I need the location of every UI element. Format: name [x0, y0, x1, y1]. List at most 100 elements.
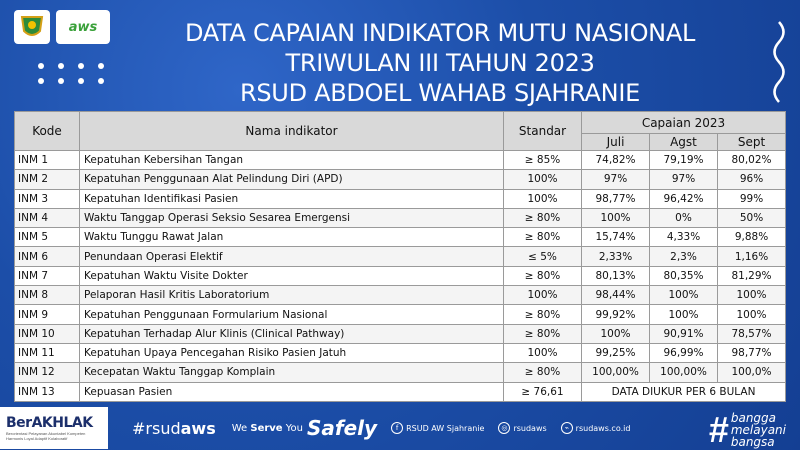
- table-row: INM 5 Waktu Tunggu Rawat Jalan ≥ 80% 15,…: [14, 227, 787, 248]
- table-row: INM 8 Pelaporan Hasil Kritis Laboratoriu…: [14, 285, 787, 306]
- logo-group: aws: [14, 10, 110, 44]
- cell-sept: 78,57%: [716, 323, 787, 344]
- cell-standar: 100%: [503, 188, 582, 209]
- cell-nama: Kepatuhan Penggunaan Alat Pelindung Diri…: [79, 169, 504, 190]
- cell-agst: 4,33%: [649, 227, 718, 248]
- title-line-1: DATA CAPAIAN INDIKATOR MUTU NASIONAL: [184, 19, 696, 47]
- header-capaian: Capaian 2023: [580, 111, 787, 134]
- cell-nama: Penundaan Operasi Elektif: [79, 246, 504, 267]
- cell-agst: 90,91%: [649, 323, 718, 344]
- cell-kode: INM 8: [14, 285, 80, 306]
- cell-standar: ≥ 80%: [503, 227, 582, 248]
- cell-kode: INM 12: [14, 362, 80, 383]
- cell-note: DATA DIUKUR PER 6 BULAN: [580, 381, 787, 402]
- cell-kode: INM 7: [14, 265, 80, 287]
- berakhlak-brand: BerAKHLAK: [6, 415, 93, 431]
- cell-juli: 99,92%: [581, 304, 650, 325]
- table-row: INM 7 Kepatuhan Waktu Visite Dokter ≥ 80…: [14, 265, 787, 287]
- cell-agst: 80,35%: [649, 265, 718, 287]
- melayani-word: melayani: [730, 423, 786, 437]
- table-row: INM 4 Waktu Tanggap Operasi Seksio Sesar…: [14, 207, 787, 229]
- cell-kode: INM 13: [14, 381, 80, 402]
- cell-kode: INM 9: [14, 304, 80, 325]
- table-row: INM 10 Kepatuhan Terhadap Alur Klinis (C…: [14, 323, 787, 344]
- header-agst: Agst: [649, 133, 718, 151]
- cell-nama: Kecepatan Waktu Tanggap Komplain: [79, 362, 504, 383]
- cell-agst: 100,00%: [649, 362, 718, 383]
- cell-agst: 96,42%: [649, 188, 718, 209]
- cell-kode: INM 2: [14, 169, 80, 190]
- cell-sept: 98,77%: [716, 342, 787, 364]
- header-standar: Standar: [503, 111, 582, 151]
- hashtag-rsudaws: #rsudaws: [132, 418, 216, 438]
- instagram-handle: ◎ rsudaws: [498, 422, 547, 434]
- globe-icon: ⌁: [560, 422, 573, 434]
- cell-standar: 100%: [503, 342, 582, 364]
- decorative-wave-icon: [773, 21, 785, 103]
- cell-standar: 100%: [503, 285, 582, 306]
- cell-juli: 100,00%: [581, 362, 650, 383]
- safely-wordmark: Safely: [307, 416, 378, 440]
- cell-standar: ≥ 80%: [503, 207, 582, 229]
- cell-juli: 74,82%: [581, 149, 650, 171]
- cell-juli: 15,74%: [581, 227, 650, 248]
- table-row: INM 9 Kepatuhan Penggunaan Formularium N…: [14, 304, 787, 325]
- cell-nama: Kepatuhan Waktu Visite Dokter: [79, 265, 504, 287]
- page-title: DATA CAPAIAN INDIKATOR MUTU NASIONAL TRI…: [0, 18, 800, 108]
- header-nama: Nama indikator: [79, 111, 504, 151]
- facebook-icon: f: [391, 422, 404, 434]
- header-sept: Sept: [716, 133, 787, 151]
- cell-juli: 98,77%: [581, 188, 650, 209]
- cell-standar: ≥ 80%: [503, 323, 582, 344]
- table-row: INM 12 Kecepatan Waktu Tanggap Komplain …: [14, 362, 787, 383]
- cell-standar: ≥ 80%: [503, 304, 582, 325]
- cell-kode: INM 5: [14, 227, 80, 248]
- cell-nama: Kepatuhan Penggunaan Formularium Nasiona…: [79, 304, 504, 325]
- cell-standar: 100%: [503, 169, 582, 190]
- cell-agst: 0%: [649, 207, 718, 229]
- cell-juli: 100%: [581, 323, 650, 344]
- decorative-dots: [38, 63, 104, 84]
- province-emblem-logo: [14, 10, 50, 44]
- berakhlak-tagline: Berorientasi Pelayanan Akuntabel Kompete…: [6, 431, 86, 441]
- title-line-2: TRIWULAN III TAHUN 2023: [285, 49, 595, 77]
- title-line-3: RSUD ABDOEL WAHAB SJAHRANIE: [240, 79, 640, 107]
- cell-kode: INM 1: [14, 149, 80, 171]
- instagram-icon: ◎: [498, 422, 511, 434]
- cell-nama: Waktu Tunggu Rawat Jalan: [79, 227, 504, 248]
- cell-sept: 100%: [716, 304, 787, 325]
- table-row: INM 1 Kepatuhan Kebersihan Tangan ≥ 85% …: [14, 149, 787, 171]
- cell-kode: INM 4: [14, 207, 80, 229]
- cell-sept: 80,02%: [716, 149, 787, 171]
- cell-juli: 99,25%: [581, 342, 650, 364]
- table-row: INM 13 Kepuasan Pasien ≥ 76,61 DATA DIUK…: [14, 381, 787, 402]
- header-kode: Kode: [14, 111, 80, 151]
- cell-nama: Waktu Tanggap Operasi Seksio Sesarea Eme…: [79, 207, 504, 229]
- table-row: INM 3 Kepatuhan Identifikasi Pasien 100%…: [14, 188, 787, 209]
- cell-standar: ≥ 80%: [503, 362, 582, 383]
- cell-sept: 100%: [716, 285, 787, 306]
- cell-sept: 96%: [716, 169, 787, 190]
- cell-standar: ≥ 76,61: [503, 381, 582, 402]
- cell-sept: 1,16%: [716, 246, 787, 267]
- serve-tagline: We Serve You: [231, 422, 304, 434]
- cell-kode: INM 6: [14, 246, 80, 267]
- website-link: ⌁ rsudaws.co.id: [560, 422, 630, 434]
- cell-sept: 99%: [716, 188, 787, 209]
- cell-kode: INM 11: [14, 342, 80, 364]
- cell-nama: Kepatuhan Kebersihan Tangan: [79, 149, 504, 171]
- cell-sept: 81,29%: [716, 265, 787, 287]
- cell-nama: Kepatuhan Identifikasi Pasien: [79, 188, 504, 209]
- aws-logo: aws: [56, 10, 110, 44]
- cell-sept: 9,88%: [716, 227, 787, 248]
- cell-nama: Kepatuhan Terhadap Alur Klinis (Clinical…: [79, 323, 504, 344]
- cell-juli: 100%: [581, 207, 650, 229]
- header-juli: Juli: [581, 133, 650, 151]
- bangga-melayani-bangsa-logo: # bangga melayani bangsa: [708, 409, 786, 450]
- cell-kode: INM 10: [14, 323, 80, 344]
- cell-agst: 2,3%: [649, 246, 718, 267]
- cell-juli: 97%: [581, 169, 650, 190]
- hash-icon: #: [708, 409, 729, 450]
- cell-juli: 98,44%: [581, 285, 650, 306]
- berakhlak-logo: BerAKHLAK Berorientasi Pelayanan Akuntab…: [0, 407, 108, 449]
